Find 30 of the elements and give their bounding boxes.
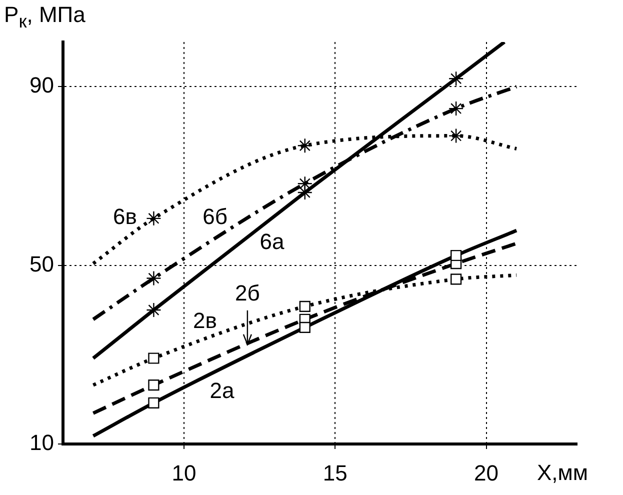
point	[450, 274, 462, 285]
x-tick-label: 15	[322, 460, 348, 486]
x-tick-label: 10	[172, 460, 196, 486]
point	[299, 300, 310, 312]
x-axis-title: X,мм	[537, 460, 588, 486]
point	[448, 100, 464, 116]
point	[148, 352, 160, 364]
point	[146, 302, 162, 318]
point	[448, 128, 464, 144]
y-tick-label: 50	[30, 251, 54, 276]
y-tick-label: 90	[30, 72, 54, 98]
point	[148, 397, 160, 408]
point	[297, 184, 312, 200]
x-tick-label: 20	[474, 460, 499, 486]
point	[148, 379, 160, 391]
point	[146, 210, 162, 226]
y-tick-label: 10	[30, 430, 54, 456]
annotation: 2в	[193, 308, 217, 334]
point	[297, 176, 312, 192]
point	[450, 250, 462, 262]
point	[297, 138, 312, 154]
annotation: 6в	[113, 204, 137, 230]
y-axis-title: P$_{к}$, МПа	[4, 2, 86, 32]
point	[448, 71, 464, 86]
annotation: 2б	[235, 280, 260, 306]
point	[299, 322, 310, 333]
annotation: 6а	[260, 229, 285, 254]
annotation: 2а	[210, 378, 235, 404]
annotation: 6б	[202, 204, 228, 230]
point	[146, 270, 162, 286]
